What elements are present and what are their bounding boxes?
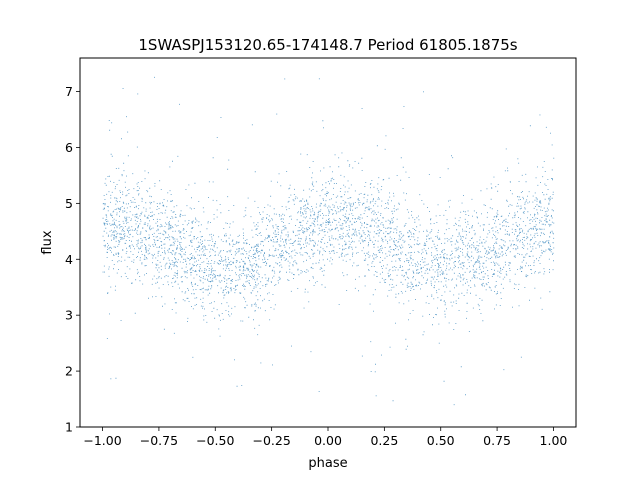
x-tick-label: 0.75: [483, 433, 511, 448]
y-tick-label: 3: [65, 308, 73, 323]
y-axis: 1 2 3 4 5 6 7: [65, 84, 80, 435]
x-axis-label: phase: [308, 456, 347, 471]
y-tick-label: 5: [65, 196, 73, 211]
x-tick-label: 1.00: [540, 433, 568, 448]
x-tick-label: −0.75: [140, 433, 178, 448]
x-tick-label: −0.25: [252, 433, 290, 448]
x-axis: −1.00 −0.75 −0.50 −0.25 0.00 0.25 0.50 0.75 1.00: [83, 427, 567, 448]
y-axis-label: flux: [40, 230, 55, 254]
x-tick-label: 0.25: [370, 433, 398, 448]
y-tick-label: 4: [65, 252, 73, 267]
x-tick-label: 0.50: [427, 433, 455, 448]
y-tick-label: 1: [65, 420, 73, 435]
chart-title: 1SWASPJ153120.65-174148.7 Period 61805.1…: [138, 36, 517, 54]
y-tick-label: 2: [65, 364, 73, 379]
x-tick-label: −0.50: [196, 433, 234, 448]
y-tick-label: 7: [65, 84, 73, 99]
y-tick-label: 6: [65, 140, 73, 155]
x-tick-label: 0.00: [314, 433, 342, 448]
x-tick-label: −1.00: [83, 433, 121, 448]
